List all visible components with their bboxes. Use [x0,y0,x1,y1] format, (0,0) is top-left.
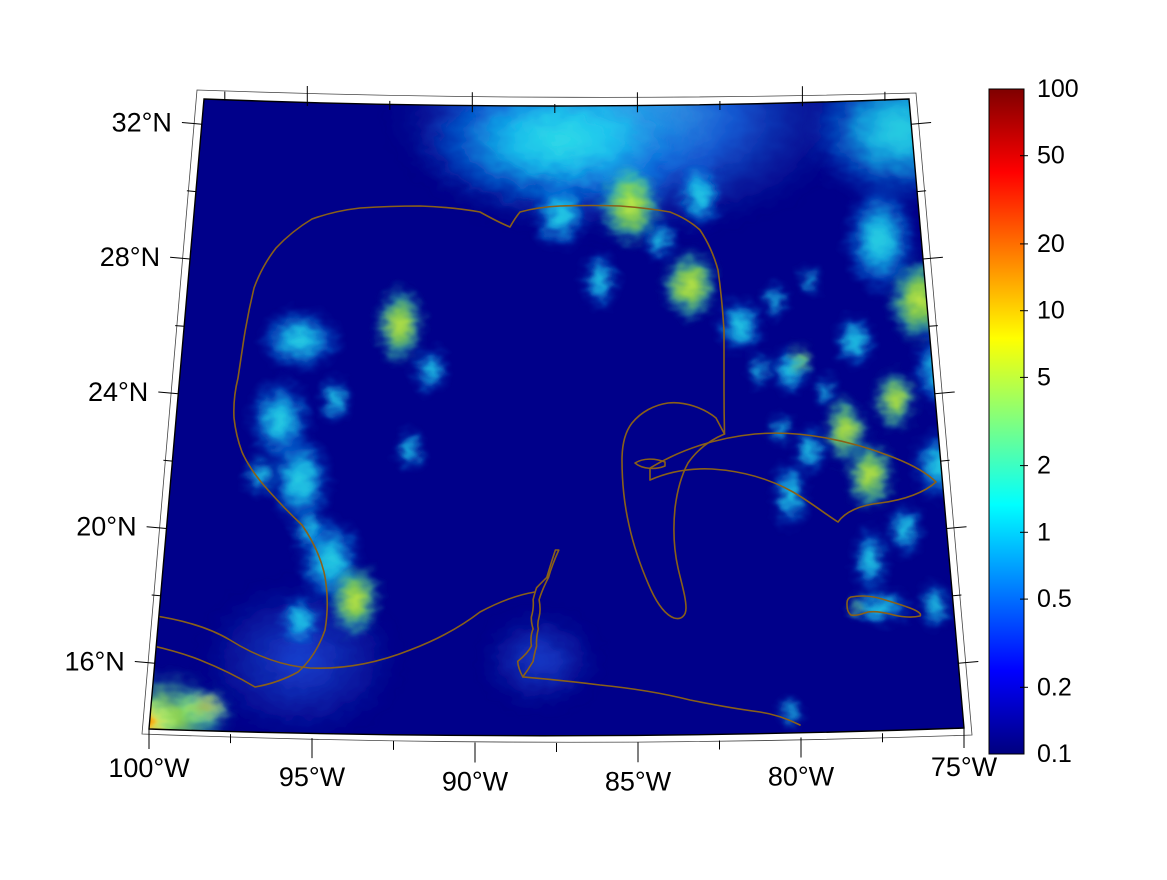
svg-text:16°N: 16°N [64,647,124,677]
svg-text:10: 10 [1037,297,1065,325]
svg-text:50: 50 [1037,142,1065,170]
svg-text:95°W: 95°W [279,762,346,792]
svg-text:2: 2 [1037,452,1051,480]
svg-text:28°N: 28°N [100,242,160,272]
svg-text:32°N: 32°N [112,108,172,138]
svg-text:24°N: 24°N [88,377,148,407]
svg-text:75°W: 75°W [931,752,998,782]
svg-text:90°W: 90°W [442,767,509,797]
svg-text:20°N: 20°N [76,512,136,542]
svg-text:0.5: 0.5 [1037,585,1072,613]
svg-text:20: 20 [1037,230,1065,258]
svg-text:1: 1 [1037,518,1051,546]
svg-text:0.1: 0.1 [1037,740,1072,768]
svg-text:80°W: 80°W [768,762,835,792]
svg-text:85°W: 85°W [605,766,672,796]
svg-text:100: 100 [1037,75,1079,103]
svg-text:0.2: 0.2 [1037,673,1072,701]
svg-text:100°W: 100°W [108,753,190,783]
svg-text:5: 5 [1037,363,1051,391]
